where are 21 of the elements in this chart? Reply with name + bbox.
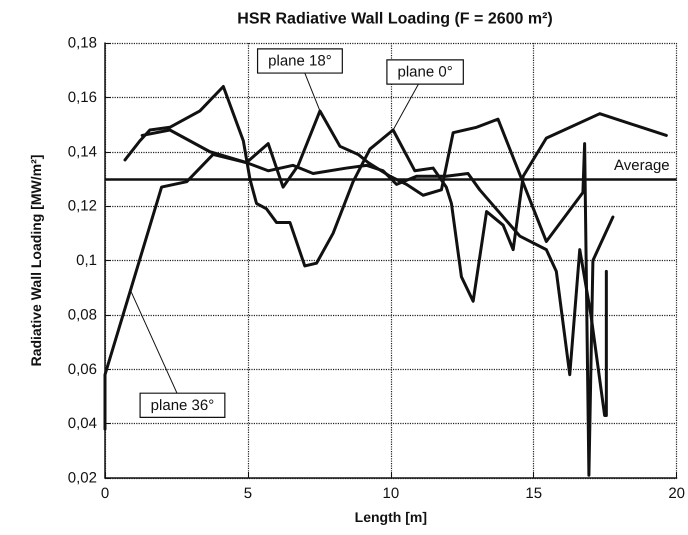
y-tick-label: 0,02 xyxy=(68,470,97,486)
y-axis-title: Radiative Wall Loading [MW/m²] xyxy=(28,154,44,366)
x-tick-label: 20 xyxy=(668,485,685,502)
text: plane 18° xyxy=(268,52,332,70)
y-tick-label: 0,14 xyxy=(68,143,97,160)
ref-line-label: Average xyxy=(614,156,670,174)
x-tick-label: 0 xyxy=(100,485,110,502)
y-tick-label: 0,04 xyxy=(68,415,97,432)
y-tick-label: 0,16 xyxy=(68,88,97,106)
text: plane 36° xyxy=(150,396,214,414)
x-tick-label: 5 xyxy=(244,485,252,502)
chart-title: HSR Radiative Wall Loading (F = 2600 m²) xyxy=(237,10,553,28)
text: plane 0° xyxy=(398,64,453,80)
x-tick-label: 10 xyxy=(382,485,400,502)
y-tick-label: 0,1 xyxy=(76,252,97,269)
y-tick-label: 0,08 xyxy=(68,306,97,324)
x-tick-label: 15 xyxy=(525,485,542,502)
y-tick-label: 0,18 xyxy=(68,34,97,52)
y-tick-label: 0,06 xyxy=(68,360,97,378)
y-tick-label: 0,12 xyxy=(68,198,97,215)
x-axis-title: Length [m] xyxy=(354,509,427,525)
